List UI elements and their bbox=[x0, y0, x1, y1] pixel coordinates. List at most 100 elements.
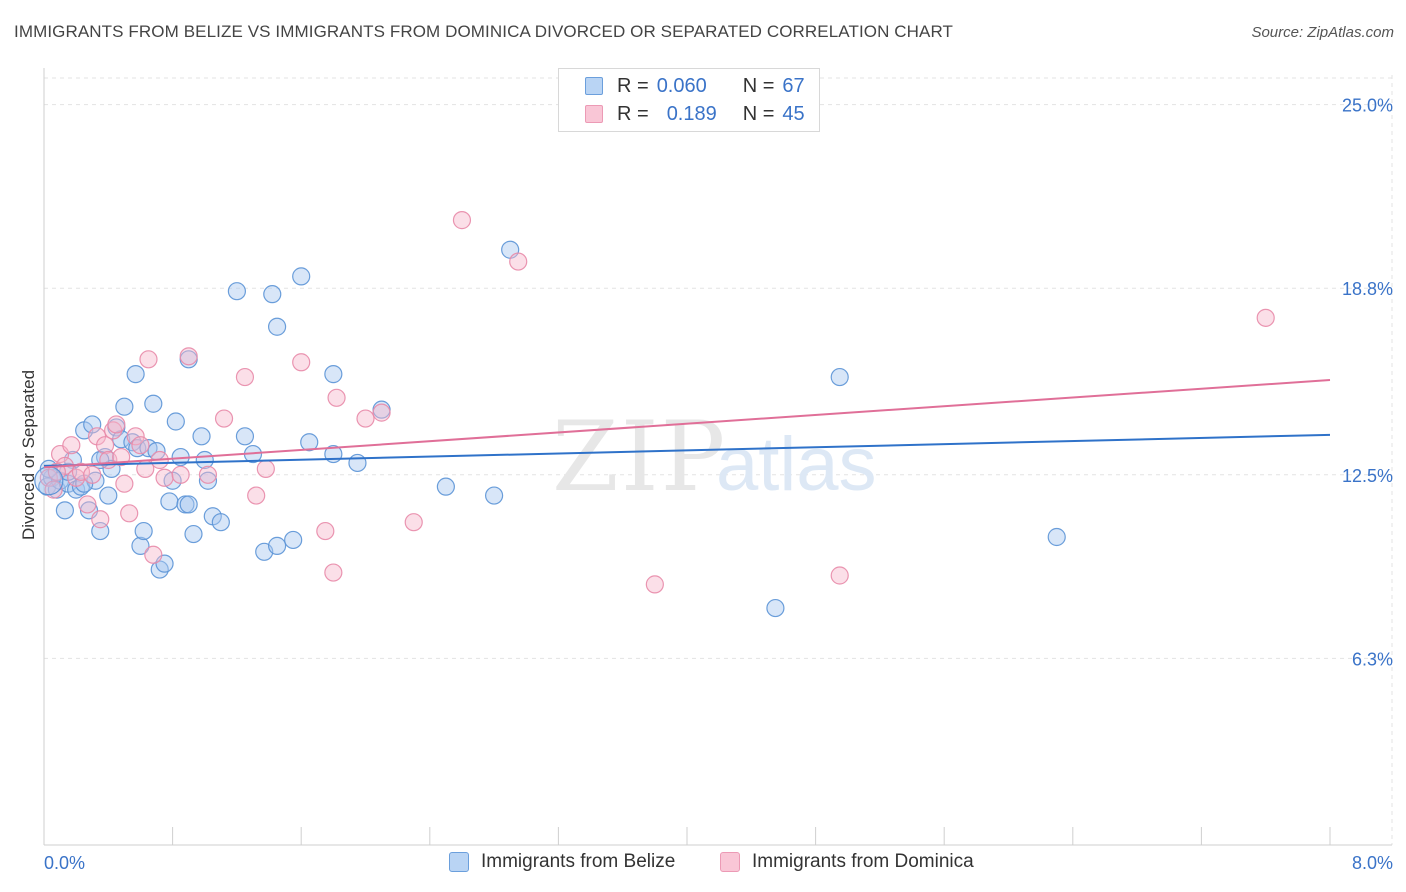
watermark-atlas: atlas bbox=[716, 422, 877, 507]
belize-point bbox=[324, 365, 343, 384]
dominica-swatch bbox=[720, 852, 740, 872]
n-label: N = bbox=[742, 102, 775, 125]
dominica-point bbox=[372, 403, 391, 422]
belize-point bbox=[485, 486, 504, 505]
belize-point bbox=[55, 501, 74, 520]
correlation-legend: R = 0.060 N = 67 R = 0.189 N = 45 bbox=[558, 68, 820, 132]
dominica-point bbox=[107, 415, 126, 434]
legend-row-belize: R = 0.060 N = 67 bbox=[585, 74, 805, 98]
x-tick-label: 8.0% bbox=[1352, 853, 1393, 873]
belize-swatch bbox=[585, 77, 603, 95]
belize-point bbox=[292, 267, 311, 286]
belize-point bbox=[115, 397, 134, 416]
belize-point bbox=[126, 365, 145, 384]
dominica-point bbox=[155, 468, 174, 487]
dominica-point bbox=[179, 347, 198, 366]
belize-point bbox=[235, 427, 255, 446]
n-label: N = bbox=[742, 74, 775, 97]
trend-lines bbox=[43, 379, 1331, 469]
dominica-point bbox=[71, 462, 91, 481]
r-label: R = bbox=[617, 74, 649, 97]
dominica-point bbox=[830, 566, 849, 585]
belize-point bbox=[263, 285, 282, 304]
belize-point bbox=[227, 282, 246, 301]
legend-row-dominica: R = 0.189 N = 45 bbox=[585, 102, 805, 126]
dominica-point bbox=[78, 495, 97, 514]
source-label: Source: ZipAtlas.com bbox=[1251, 24, 1394, 41]
dominica-trend-line bbox=[43, 379, 1331, 469]
dominica-point bbox=[126, 427, 145, 446]
dominica-point bbox=[44, 480, 63, 499]
belize-point bbox=[300, 433, 319, 452]
dominica-point bbox=[144, 545, 163, 564]
belize-point bbox=[348, 453, 367, 473]
dominica-point bbox=[171, 465, 190, 484]
n-value: 67 bbox=[782, 74, 805, 97]
belize-point bbox=[1047, 527, 1066, 547]
belize-point bbox=[184, 524, 203, 544]
dominica-point bbox=[327, 388, 346, 407]
dominica-point bbox=[356, 409, 375, 428]
dominica-point bbox=[120, 504, 139, 523]
dominica-point bbox=[452, 211, 472, 230]
legend-item-dominica: Immigrants from Dominica bbox=[720, 851, 974, 873]
belize-point bbox=[160, 492, 179, 511]
belize-point bbox=[198, 471, 218, 490]
watermark-zip: ZIP bbox=[552, 401, 727, 513]
belize-point bbox=[211, 513, 230, 532]
r-value: 0.060 bbox=[656, 74, 707, 97]
tick-labels: 6.3% 12.5% 18.8% 25.0% 0.0% 8.0% bbox=[44, 96, 1393, 873]
y-tick-label: 6.3% bbox=[1352, 649, 1393, 669]
axes bbox=[43, 68, 1392, 846]
y-tick-label: 25.0% bbox=[1342, 96, 1393, 116]
belize-trend-line bbox=[43, 433, 1331, 467]
chart-title: IMMIGRANTS FROM BELIZE VS IMMIGRANTS FRO… bbox=[14, 22, 954, 41]
dominica-point bbox=[645, 575, 664, 594]
belize-point bbox=[284, 530, 303, 550]
n-value: 45 bbox=[782, 102, 805, 125]
y-tick-label: 18.8% bbox=[1342, 279, 1393, 299]
belize-point bbox=[766, 598, 785, 618]
belize-point bbox=[34, 466, 64, 496]
r-value: 0.189 bbox=[666, 102, 717, 125]
dominica-point bbox=[324, 563, 343, 582]
dominica-point bbox=[115, 474, 134, 493]
legend-item-belize: Immigrants from Belize bbox=[449, 851, 675, 873]
belize-point bbox=[99, 486, 118, 505]
legend-label-dominica: Immigrants from Dominica bbox=[752, 851, 974, 872]
y-tick-label: 12.5% bbox=[1342, 466, 1393, 486]
belize-point bbox=[134, 521, 153, 541]
dominica-point bbox=[292, 353, 311, 372]
dominica-point bbox=[62, 436, 81, 455]
belize-swatch bbox=[449, 852, 469, 872]
grid-lines bbox=[44, 75, 1393, 845]
dominica-point bbox=[316, 521, 335, 541]
dominica-point bbox=[247, 486, 266, 505]
dominica-point bbox=[235, 367, 255, 387]
x-tick-label: 0.0% bbox=[44, 853, 85, 873]
legend-label-belize: Immigrants from Belize bbox=[481, 851, 676, 872]
dominica-point bbox=[139, 350, 158, 369]
dominica-point bbox=[131, 436, 150, 455]
belize-point bbox=[267, 536, 287, 555]
belize-point bbox=[83, 415, 102, 434]
dominica-point bbox=[256, 459, 275, 478]
dominica-swatch bbox=[585, 105, 603, 123]
belize-point bbox=[195, 450, 214, 470]
belize-point bbox=[830, 367, 849, 387]
r-label: R = bbox=[617, 102, 649, 125]
dominica-point bbox=[83, 465, 102, 484]
y-axis-label: Divorced or Separated bbox=[19, 369, 38, 541]
series-legend: Immigrants from Belize Immigrants from D… bbox=[0, 851, 1406, 877]
belize-point bbox=[267, 317, 287, 336]
dominica-point bbox=[1256, 308, 1275, 327]
dominica-point bbox=[404, 513, 423, 532]
belize-point bbox=[144, 394, 163, 413]
dominica-point bbox=[95, 436, 115, 455]
dominica-point bbox=[214, 409, 234, 428]
belize-point bbox=[179, 495, 198, 514]
belize-point bbox=[131, 536, 150, 555]
belize-point bbox=[166, 412, 185, 431]
